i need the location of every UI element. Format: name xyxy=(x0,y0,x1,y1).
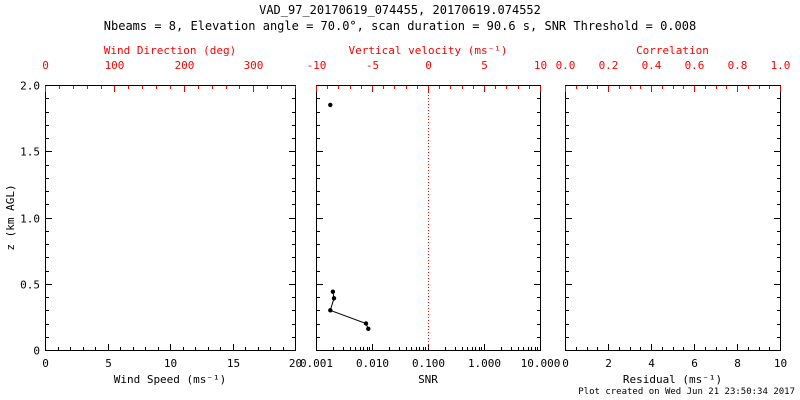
x-axis-top: -10 -5 0 5 10 Vertical velocity (ms⁻¹) xyxy=(307,44,547,92)
svg-text:0: 0 xyxy=(42,357,49,370)
svg-text:0: 0 xyxy=(33,345,40,358)
svg-text:2: 2 xyxy=(605,357,612,370)
panel-border xyxy=(45,85,296,351)
svg-text:10.000: 10.000 xyxy=(521,357,561,370)
series-snr-point-upper xyxy=(328,102,333,108)
y-axis: 0 0.5 1.0 1.5 2.0 xyxy=(20,80,295,358)
svg-text:z (km AGL): z (km AGL) xyxy=(4,184,17,250)
plot-title: VAD_97_20170619_074455, 20170619.074552 xyxy=(259,3,541,17)
svg-text:0.100: 0.100 xyxy=(412,357,445,370)
svg-text:Correlation: Correlation xyxy=(636,44,709,57)
svg-text:-5: -5 xyxy=(366,59,379,72)
panel-residual-correlation: 0 2 4 6 8 10 Residual (ms⁻¹) 0.0 0.2 0.4 0.6 0.8 1.0… xyxy=(556,44,791,386)
panel-snr-vertical-velocity: 0.001 0.010 0.100 1.000 10.000 SNR -10 -5 0 5 10 Ve… xyxy=(300,44,560,386)
svg-text:Wind Speed (ms⁻¹): Wind Speed (ms⁻¹) xyxy=(114,373,227,386)
svg-text:1.0: 1.0 xyxy=(20,213,40,226)
svg-text:10: 10 xyxy=(774,357,787,370)
svg-text:1.000: 1.000 xyxy=(468,357,501,370)
svg-text:0.6: 0.6 xyxy=(685,59,705,72)
svg-text:0: 0 xyxy=(562,357,569,370)
svg-text:0: 0 xyxy=(42,59,49,72)
svg-text:1.0: 1.0 xyxy=(771,59,791,72)
svg-text:100: 100 xyxy=(105,59,125,72)
data-point xyxy=(330,289,336,294)
svg-text:0.5: 0.5 xyxy=(20,279,40,292)
series-snr-profile-lower xyxy=(328,289,371,331)
data-point xyxy=(363,321,369,326)
x-axis-bottom: 0.001 0.010 0.100 1.000 10.000 SNR xyxy=(300,344,560,386)
x-axis-bottom: 0 5 10 15 20 Wind Speed (ms⁻¹) xyxy=(42,344,302,386)
data-point xyxy=(331,296,337,301)
plot-created-note: Plot created on Wed Jun 21 23:50:34 2017 xyxy=(578,387,795,397)
svg-text:Wind Direction (deg): Wind Direction (deg) xyxy=(104,44,236,57)
svg-text:5: 5 xyxy=(105,357,112,370)
x-axis-top: 0.0 0.2 0.4 0.6 0.8 1.0 Correlation xyxy=(556,44,791,92)
svg-text:0: 0 xyxy=(425,59,432,72)
svg-text:10: 10 xyxy=(164,357,177,370)
svg-text:Vertical velocity (ms⁻¹): Vertical velocity (ms⁻¹) xyxy=(349,44,508,57)
y-axis xyxy=(566,85,780,351)
svg-text:8: 8 xyxy=(734,357,741,370)
x-axis-top: 0 100 200 300 Wind Direction (deg) xyxy=(42,44,296,92)
svg-text:200: 200 xyxy=(175,59,195,72)
svg-text:20: 20 xyxy=(289,357,302,370)
svg-text:15: 15 xyxy=(227,357,240,370)
svg-text:4: 4 xyxy=(648,357,655,370)
plot-subtitle: Nbeams = 8, Elevation angle = 70.0°, sca… xyxy=(103,19,697,33)
panel-border xyxy=(316,85,541,351)
data-point xyxy=(328,308,333,313)
svg-text:0.4: 0.4 xyxy=(642,59,662,72)
svg-text:0.010: 0.010 xyxy=(356,357,389,370)
svg-text:6: 6 xyxy=(691,357,698,370)
svg-text:1.5: 1.5 xyxy=(20,146,40,159)
data-point xyxy=(366,326,371,331)
x-axis-bottom: 0 2 4 6 8 10 Residual (ms⁻¹) xyxy=(562,344,787,386)
y-axis xyxy=(317,85,540,351)
panel-border xyxy=(565,85,781,351)
svg-text:10: 10 xyxy=(534,59,547,72)
svg-text:300: 300 xyxy=(244,59,264,72)
svg-text:0.0: 0.0 xyxy=(556,59,576,72)
svg-text:0.8: 0.8 xyxy=(728,59,748,72)
data-point xyxy=(328,102,333,108)
svg-text:0.001: 0.001 xyxy=(300,357,333,370)
svg-text:2.0: 2.0 xyxy=(20,80,40,93)
svg-text:0.2: 0.2 xyxy=(599,59,619,72)
svg-text:5: 5 xyxy=(481,59,488,72)
svg-text:-10: -10 xyxy=(307,59,327,72)
svg-text:Residual (ms⁻¹): Residual (ms⁻¹) xyxy=(623,373,722,386)
panel-wind-speed-direction: 0 5 10 15 20 Wind Speed (ms⁻¹) 0 100 200 300 Wind … xyxy=(4,44,302,386)
svg-text:SNR: SNR xyxy=(418,373,438,386)
